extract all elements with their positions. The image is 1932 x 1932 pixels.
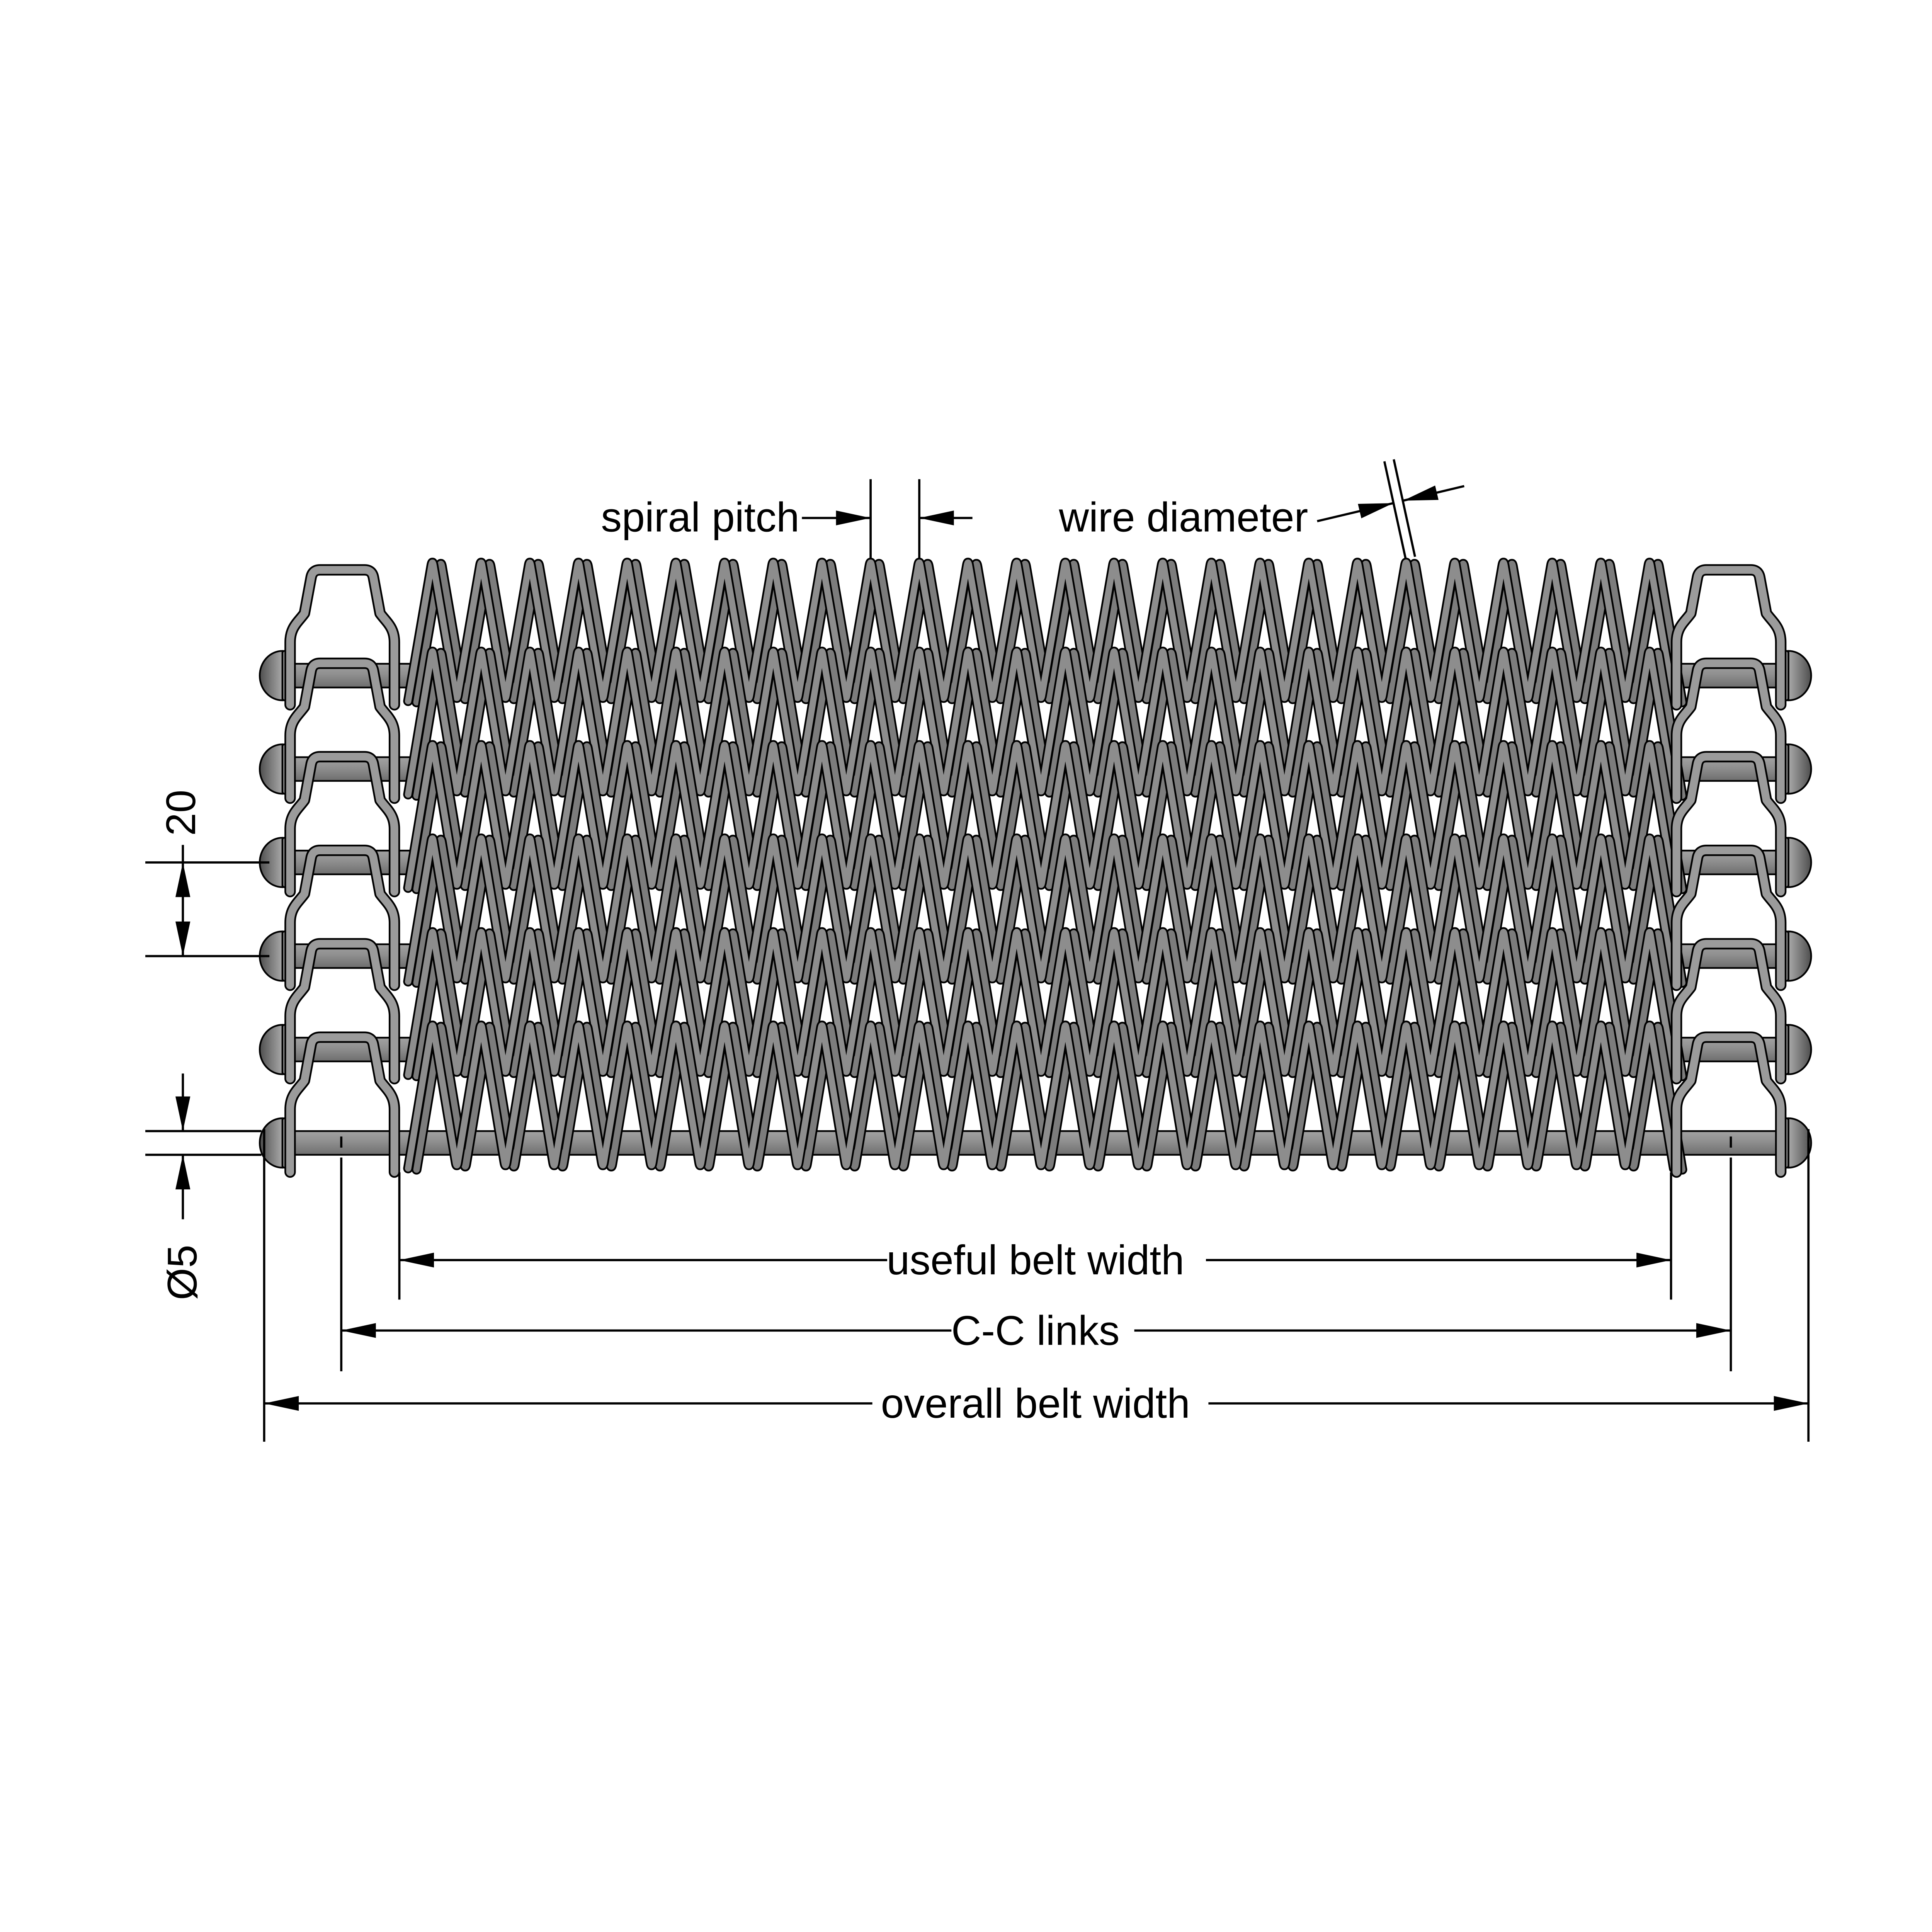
- rod-end-dome-left: [259, 650, 284, 701]
- rod-diameter-label: Ø5: [159, 1245, 205, 1300]
- dimension-line: [1383, 461, 1407, 559]
- chain-link-wire: [1672, 566, 1785, 709]
- cc-links-label: C-C links: [951, 1307, 1120, 1354]
- dimension-arrowhead: [836, 510, 871, 526]
- dimension-arrowhead: [399, 1252, 434, 1268]
- dimension-arrowhead: [264, 1396, 299, 1411]
- chain-link-wire: [1672, 940, 1785, 1083]
- chain-link-wire: [286, 753, 398, 896]
- mesh-band-front-wire: [405, 835, 1677, 985]
- mesh-band-back-wire: [413, 743, 1686, 893]
- dimension-arrowhead: [1358, 503, 1393, 519]
- mesh-band-front-wire: [405, 648, 1677, 798]
- rod-end-dome-right: [1787, 837, 1812, 888]
- useful-belt-width-label: useful belt width: [886, 1237, 1184, 1283]
- rod-end-dome-left: [259, 1117, 284, 1169]
- dimension-arrowhead: [919, 510, 954, 526]
- rod-end-dome-left: [259, 743, 284, 795]
- chain-link-wire: [286, 1033, 398, 1176]
- mesh-band-front-wire: [405, 1022, 1677, 1172]
- chain-links-left: [284, 564, 400, 1178]
- dimension-arrowhead: [175, 1155, 190, 1190]
- rod-end-dome-left: [259, 930, 284, 982]
- mesh-band-front-wire: [405, 559, 1677, 704]
- chain-link-wire: [1672, 846, 1785, 990]
- rod-end-dome-right: [1787, 1117, 1812, 1169]
- wire-diameter-label: wire diameter: [1058, 494, 1308, 541]
- spiral-mesh-group: [403, 558, 1687, 1175]
- dimension-arrowhead: [1774, 1396, 1809, 1411]
- rod-pitch-label: 20: [158, 790, 204, 836]
- mesh-band-back-wire: [413, 1023, 1686, 1173]
- rod-end-dome-left: [259, 837, 284, 888]
- spiral-pitch-label: spiral pitch: [601, 494, 799, 541]
- chain-link-wire: [286, 940, 398, 1083]
- dimension-arrowhead: [1636, 1252, 1671, 1268]
- chain-links-right: [1670, 564, 1787, 1178]
- chain-link-wire: [1672, 659, 1785, 802]
- dimension-annotations: [145, 459, 1810, 1442]
- chain-link-wire: [1672, 1033, 1785, 1176]
- rod-end-dome-right: [1787, 743, 1812, 795]
- rod-end-dome-right: [1787, 930, 1812, 982]
- mesh-band-back-wire: [413, 836, 1686, 986]
- dimension-arrowhead: [1696, 1323, 1731, 1338]
- dimension-arrowhead: [175, 921, 190, 956]
- mesh-band-back-wire: [413, 650, 1686, 799]
- dimension-arrowhead: [175, 1096, 190, 1131]
- dimension-labels: spiral pitch wire diameter 20 Ø5 useful …: [158, 494, 1308, 1427]
- rod-end-dome-right: [1787, 650, 1812, 701]
- chain-link-wire: [286, 566, 398, 709]
- dimension-arrowhead: [341, 1323, 376, 1338]
- chain-link-wire: [286, 659, 398, 802]
- dimension-arrowhead: [175, 862, 190, 897]
- overall-belt-width-label: overall belt width: [881, 1380, 1190, 1427]
- mesh-band-back-wire: [413, 561, 1686, 706]
- mesh-band-back-wire: [413, 930, 1686, 1080]
- rod-end-dome-left: [259, 1024, 284, 1075]
- dimension-line: [1393, 459, 1416, 557]
- mesh-band-front-wire: [405, 742, 1677, 891]
- mesh-band-front-wire: [405, 929, 1677, 1078]
- chain-link-wire: [286, 846, 398, 990]
- rod-end-dome-right: [1787, 1024, 1812, 1075]
- dimension-arrowhead: [1403, 485, 1439, 501]
- chain-link-wire: [1672, 753, 1785, 896]
